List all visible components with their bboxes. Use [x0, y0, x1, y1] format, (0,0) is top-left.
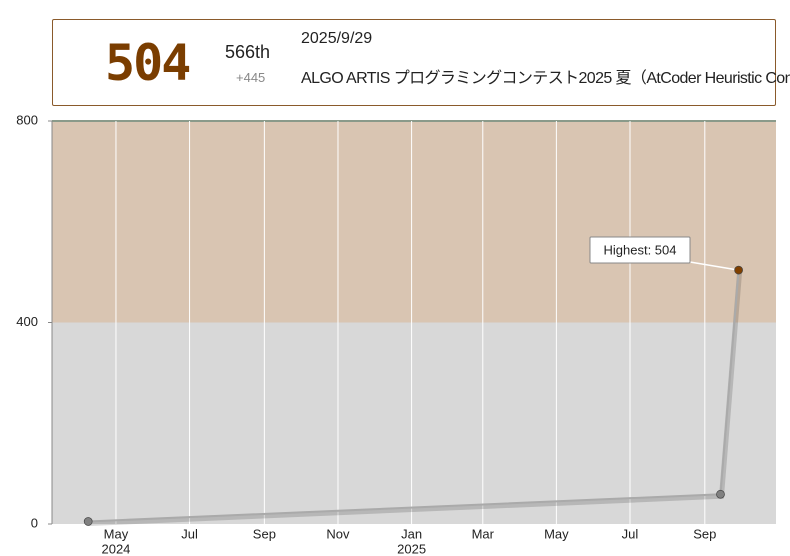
y-tick-label: 400 [16, 314, 38, 329]
rating-band [52, 121, 776, 323]
x-tick-label: May [104, 526, 129, 541]
rating-diff: +445 [236, 70, 266, 85]
x-tick-year: 2025 [397, 541, 426, 556]
y-tick-label: 0 [31, 515, 38, 530]
annotation-leader [689, 261, 739, 271]
x-tick-label: Jul [181, 526, 198, 541]
annotation: Highest: 504 [604, 242, 677, 257]
x-tick-label: Sep [693, 526, 716, 541]
x-tick-label: Sep [253, 526, 276, 541]
rating-band [52, 322, 776, 524]
rating-point [83, 517, 93, 526]
rating-point [716, 489, 725, 499]
x-tick-year: 2024 [101, 541, 130, 556]
contest-name: ALGO ARTIS プログラミングコンテスト2025 夏（AtCoder He… [301, 70, 790, 87]
rank: 566th [225, 42, 271, 62]
x-tick-label: May [544, 526, 569, 541]
contest-info: 504 566th +445 2025/9/29 ALGO ARTIS プログラ… [52, 19, 790, 106]
x-tick-label: Jul [622, 526, 639, 541]
x-tick-label: Nov [326, 526, 350, 541]
rating: 504 [105, 34, 191, 92]
annotation-box [589, 236, 691, 264]
y-tick-label: 800 [16, 112, 38, 127]
rating-point [734, 265, 743, 275]
contest-date: 2025/9/29 [301, 30, 373, 47]
x-tick-label: Mar [472, 526, 495, 541]
x-tick-label: Jan [401, 526, 422, 541]
